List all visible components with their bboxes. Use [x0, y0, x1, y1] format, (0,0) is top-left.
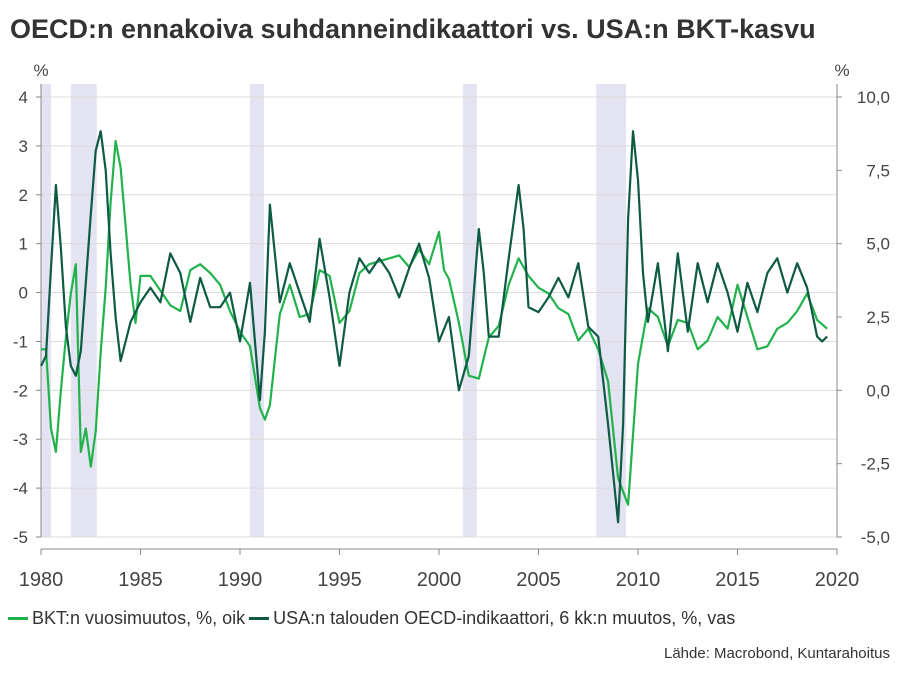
left-tick-label: -2: [13, 381, 28, 400]
x-tick-label: 1985: [118, 569, 163, 591]
x-tick-label: 2000: [417, 569, 462, 591]
left-tick-label: -5: [13, 528, 28, 547]
legend-item-gdp: BKT:n vuosimuutos, %, oik: [8, 608, 245, 629]
left-tick-label: 3: [19, 137, 28, 156]
recession-band: [249, 84, 264, 537]
recession-band: [462, 84, 477, 537]
legend-label-gdp: BKT:n vuosimuutos, %, oik: [32, 608, 246, 628]
left-tick-label: -3: [13, 430, 28, 449]
x-tick-label: 2010: [616, 569, 661, 591]
x-tick-label: 1995: [317, 569, 362, 591]
left-axis-unit: %: [33, 61, 48, 80]
legend-swatch-gdp: [8, 617, 28, 620]
left-tick-label: 0: [19, 284, 28, 303]
right-tick-label: 10,0: [857, 88, 890, 107]
left-tick-label: 1: [19, 235, 28, 254]
right-tick-label: 2,5: [866, 308, 890, 327]
x-tick-label: 2020: [815, 569, 860, 591]
x-tick-label: 2005: [516, 569, 561, 591]
left-tick-label: 2: [19, 186, 28, 205]
legend-item-oecd: USA:n talouden OECD-indikaattori, 6 kk:n…: [249, 608, 735, 629]
x-tick-label: 2015: [715, 569, 760, 591]
chart-title: OECD:n ennakoiva suhdanneindikaattori vs…: [10, 14, 816, 44]
tick-labels: 4 3 2 1 0 -1 -2 -3 -4 -5 10,0 7,5 5,0 2,5 0,0 -2,5 -5,0 1…: [13, 88, 890, 591]
right-tick-label: 7,5: [866, 161, 890, 180]
source-note: Lähde: Macrobond, Kuntarahoitus: [664, 645, 890, 662]
right-tick-label: -2,5: [861, 455, 890, 474]
axes: [36, 84, 842, 555]
right-axis-unit: %: [834, 61, 849, 80]
right-tick-label: 5,0: [866, 235, 890, 254]
left-tick-label: -4: [13, 479, 28, 498]
legend-label-oecd: USA:n talouden OECD-indikaattori, 6 kk:n…: [273, 608, 736, 628]
left-tick-label: 4: [19, 88, 28, 107]
series-line-gdp: [41, 139, 828, 506]
x-tick-label: 1980: [19, 569, 64, 591]
legend-swatch-oecd: [249, 617, 270, 620]
series-lines: [40, 130, 828, 524]
left-tick-label: -1: [13, 332, 28, 351]
series-line-oecd: [40, 130, 828, 524]
legend: BKT:n vuosimuutos, %, oik USA:n talouden…: [8, 608, 739, 629]
recession-band: [41, 84, 51, 537]
right-tick-label: -5,0: [861, 528, 890, 547]
right-tick-label: 0,0: [866, 381, 890, 400]
x-tick-label: 1990: [218, 569, 263, 591]
